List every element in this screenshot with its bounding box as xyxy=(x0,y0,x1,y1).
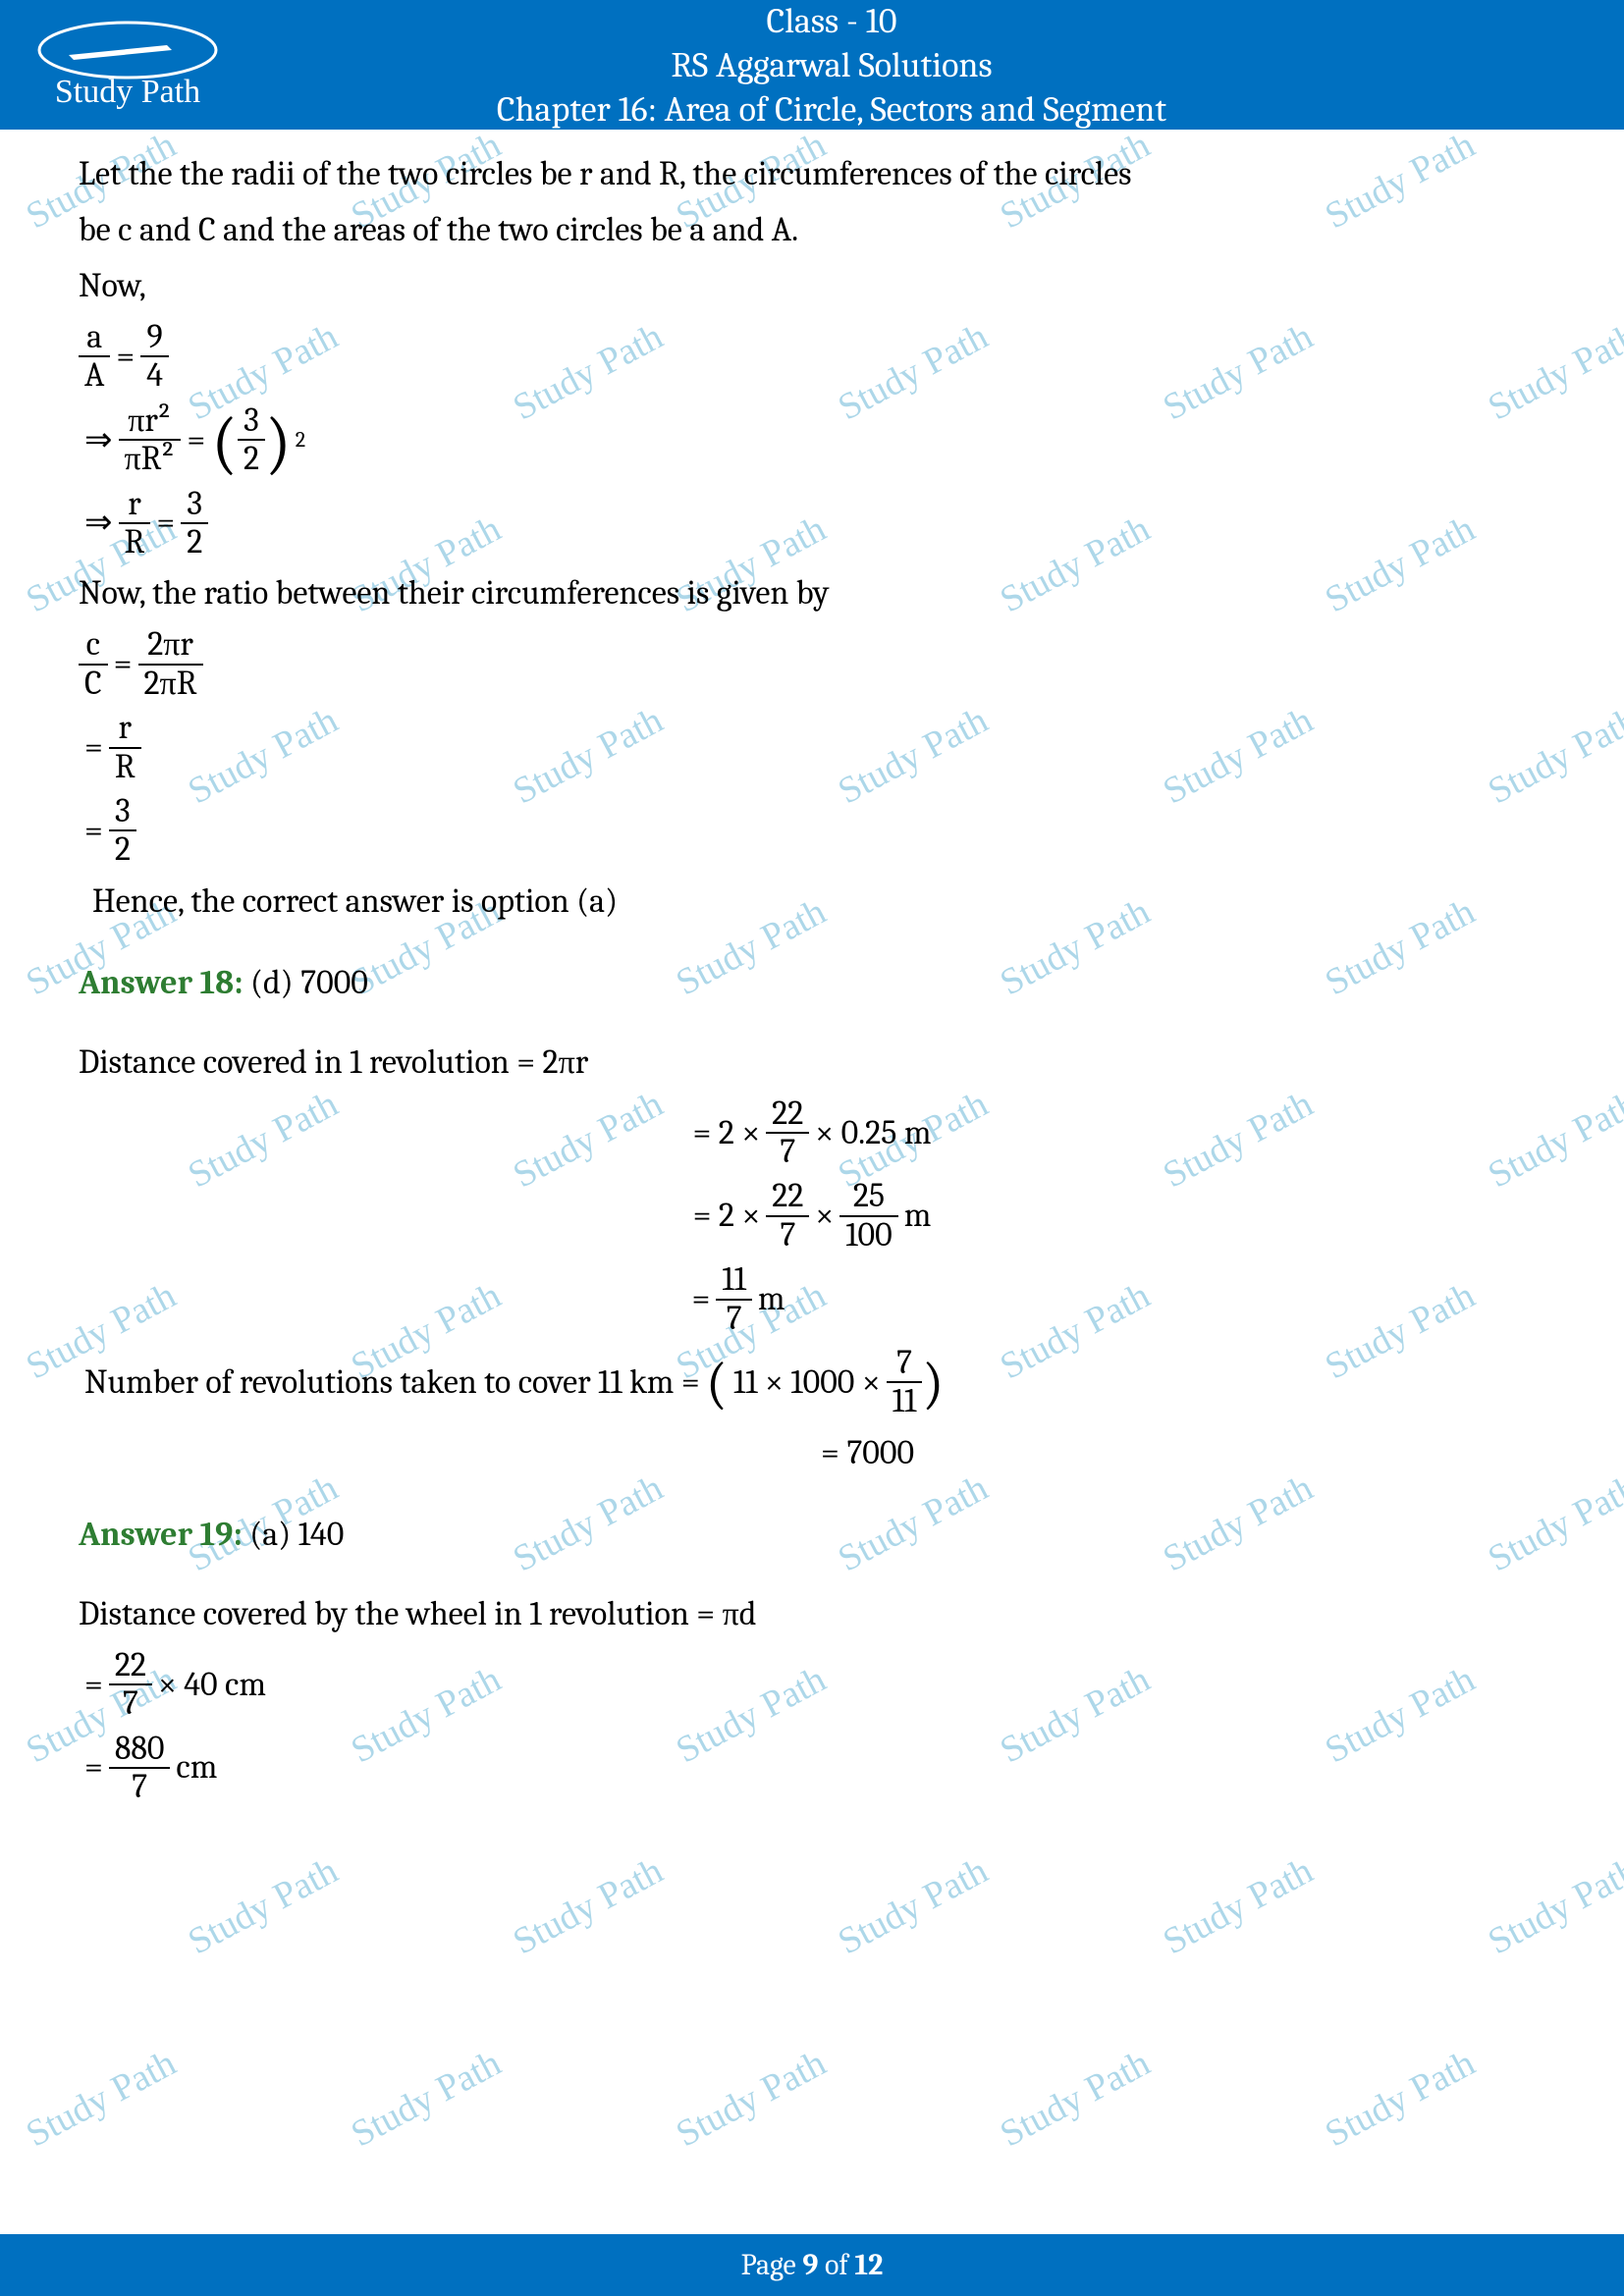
equation-dist-3: = 117 m xyxy=(79,1261,1545,1337)
equation-circ-ratio-2: = rR xyxy=(79,710,1545,785)
equation-pi-r-squared: ⇒ πr²πR² = ( 32 ) 2 xyxy=(79,402,1545,478)
watermark-text: Study Path xyxy=(19,2041,183,2156)
equation-dist-2: = 2 × 227 × 25100 m xyxy=(79,1178,1545,1254)
equation-rev-result: = 7000 xyxy=(79,1428,1545,1478)
footer-mid: of xyxy=(818,2248,854,2282)
watermark-text: Study Path xyxy=(669,2041,833,2156)
distance-one-rev: Distance covered in 1 revolution = 2πr xyxy=(79,1038,1545,1088)
study-path-logo: Study Path xyxy=(20,16,236,114)
circumference-intro: Now, the ratio between their circumferen… xyxy=(79,568,1545,618)
header-chapter: Chapter 16: Area of Circle, Sectors and … xyxy=(255,87,1408,132)
conclusion-1: Hence, the correct answer is option (a) xyxy=(79,877,1545,927)
answer-19-choice: (a) 140 xyxy=(249,1515,344,1554)
header-title-block: Class - 10 RS Aggarwal Solutions Chapter… xyxy=(255,0,1604,132)
answer-19-line: Answer 19: (a) 140 xyxy=(79,1510,1545,1560)
equation-wheel-1: = 227 × 40 cm xyxy=(79,1647,1545,1723)
footer-prefix: Page xyxy=(741,2248,803,2282)
watermark-text: Study Path xyxy=(182,1849,346,1964)
watermark-text: Study Path xyxy=(1481,1849,1624,1964)
revolutions-line: Number of revolutions taken to cover 11 … xyxy=(79,1345,1545,1420)
answer-18-line: Answer 18: (d) 7000 xyxy=(79,958,1545,1008)
page-footer: Page 9 of 12 xyxy=(0,2234,1624,2296)
page-content: Let the the radii of the two circles be … xyxy=(0,130,1624,1805)
now-label: Now, xyxy=(79,261,1545,311)
intro-line-1: Let the the radii of the two circles be … xyxy=(79,149,1545,199)
equation-wheel-2: = 8807 cm xyxy=(79,1731,1545,1806)
equation-circ-ratio-1: cC = 2πr2πR xyxy=(79,626,1545,702)
page-header: Study Path Class - 10 RS Aggarwal Soluti… xyxy=(0,0,1624,130)
watermark-text: Study Path xyxy=(831,1849,995,1964)
watermark-text: Study Path xyxy=(1319,2041,1483,2156)
header-class: Class - 10 xyxy=(255,0,1408,43)
watermark-text: Study Path xyxy=(1156,1849,1320,1964)
intro-line-2: be c and C and the areas of the two circ… xyxy=(79,205,1545,255)
answer-19-label: Answer 19: xyxy=(79,1515,243,1554)
equation-radius-ratio: ⇒ rR = 32 xyxy=(79,486,1545,561)
answer-18-choice: (d) 7000 xyxy=(250,963,368,1002)
rev-prefix: Number of revolutions taken to cover 11 … xyxy=(84,1358,700,1408)
svg-text:Study Path: Study Path xyxy=(55,74,200,110)
equation-circ-ratio-3: = 32 xyxy=(79,793,1545,869)
watermark-text: Study Path xyxy=(994,2041,1158,2156)
header-book: RS Aggarwal Solutions xyxy=(255,43,1408,87)
footer-total: 12 xyxy=(854,2248,883,2282)
equation-area-ratio: aA = 94 xyxy=(79,319,1545,395)
answer-18-label: Answer 18: xyxy=(79,963,244,1002)
footer-page: 9 xyxy=(802,2248,818,2282)
equation-dist-1: = 2 × 227 × 0.25 m xyxy=(79,1095,1545,1171)
distance-wheel-line: Distance covered by the wheel in 1 revol… xyxy=(79,1589,1545,1639)
watermark-text: Study Path xyxy=(507,1849,671,1964)
watermark-text: Study Path xyxy=(344,2041,508,2156)
